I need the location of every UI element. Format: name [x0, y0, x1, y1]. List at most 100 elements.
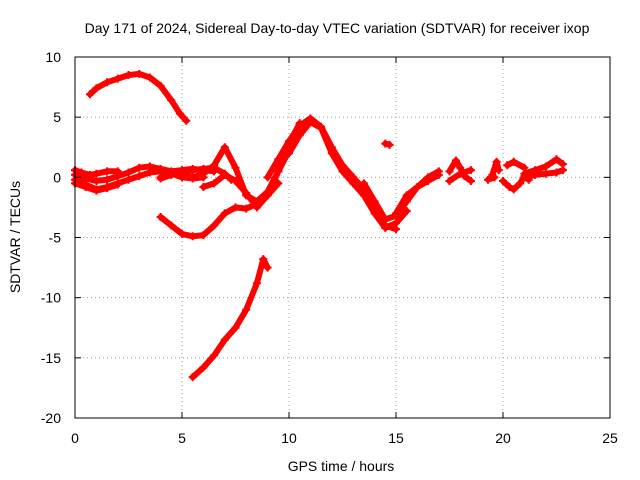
data-point-marker: [242, 204, 251, 213]
chart-title: Day 171 of 2024, Sidereal Day-to-day VTE…: [85, 20, 590, 36]
data-point-marker: [92, 186, 101, 195]
data-point-marker: [552, 155, 561, 164]
data-point-marker: [220, 335, 229, 344]
data-point-marker: [263, 173, 272, 182]
data-point-marker: [103, 78, 112, 87]
data-point-marker: [359, 179, 368, 188]
data-point-marker: [381, 139, 390, 148]
data-point-marker: [505, 182, 514, 191]
data-point-marker: [503, 161, 512, 170]
y-tick-label: -20: [41, 410, 61, 426]
data-point-marker: [167, 221, 176, 230]
data-point-marker: [220, 143, 229, 152]
data-point-marker: [178, 229, 186, 238]
data-point-marker: [516, 179, 525, 188]
y-tick-label: -5: [49, 230, 62, 246]
data-trace-arc-10: [189, 256, 271, 381]
data-point-marker: [424, 176, 433, 185]
data-point-marker: [392, 209, 400, 218]
data-point-marker: [182, 116, 191, 125]
data-point-marker: [494, 166, 503, 175]
data-point-marker: [188, 232, 197, 241]
data-point-marker: [199, 231, 208, 240]
data-point-marker: [466, 176, 475, 185]
data-point-marker: [135, 172, 144, 181]
x-tick-label: 15: [388, 430, 404, 446]
data-point-marker: [113, 180, 122, 189]
data-point-marker: [145, 73, 154, 82]
data-point-marker: [434, 170, 443, 179]
data-point-marker: [175, 109, 184, 118]
data-point-marker: [156, 81, 165, 90]
data-point-marker: [145, 162, 154, 171]
data-point-marker: [445, 176, 454, 185]
data-point-marker: [173, 168, 182, 177]
data-point-marker: [263, 191, 272, 200]
data-point-marker: [103, 184, 112, 193]
y-tick-label: -15: [41, 350, 61, 366]
data-point-marker: [402, 191, 411, 200]
data-point-marker: [92, 84, 101, 93]
x-tick-label: 10: [281, 430, 297, 446]
data-point-marker: [81, 182, 90, 191]
data-point-marker: [520, 173, 529, 182]
data-point-marker: [242, 305, 251, 314]
data-point-marker: [199, 169, 208, 178]
data-point-marker: [92, 176, 101, 185]
data-point-marker: [231, 163, 240, 172]
data-point-marker: [327, 149, 336, 158]
data-point-marker: [124, 168, 133, 177]
data-point-marker: [466, 166, 475, 175]
data-point-marker: [385, 140, 394, 149]
x-tick-label: 0: [71, 430, 79, 446]
x-axis-label: GPS time / hours: [288, 458, 395, 474]
axis-ticks: [74, 56, 611, 419]
data-point-marker: [295, 121, 304, 130]
data-point-marker: [231, 203, 240, 212]
data-point-marker: [220, 170, 229, 179]
grid-lines: [75, 57, 610, 418]
y-axis-label: SDTVAR / TECUs: [7, 181, 23, 293]
data-point-marker: [370, 197, 379, 206]
data-point-marker: [167, 96, 176, 105]
data-trace-arc-8: [157, 180, 282, 240]
data-point-marker: [210, 161, 219, 170]
data-point-marker: [220, 209, 229, 218]
data-point-marker: [156, 213, 165, 222]
data-point-marker: [359, 191, 368, 200]
data-point-marker: [113, 172, 122, 181]
data-point-marker: [445, 167, 454, 176]
data-point-marker: [370, 209, 379, 218]
data-point-marker: [295, 131, 304, 140]
data-point-marker: [124, 175, 133, 184]
data-point-marker: [499, 176, 507, 185]
data-point-marker: [541, 169, 550, 178]
data-trace-arc-15: [393, 171, 442, 217]
data-point-marker: [156, 164, 165, 173]
data-point-marker: [199, 363, 208, 372]
data-point-marker: [263, 263, 272, 272]
data-trace-arc-12: [286, 119, 410, 231]
data-point-marker: [85, 90, 94, 99]
data-point-marker: [413, 182, 422, 191]
y-tick-label: 5: [53, 109, 61, 125]
data-point-marker: [199, 182, 208, 191]
data-point-marker: [188, 166, 197, 175]
data-point-marker: [381, 215, 390, 224]
y-tick-label: -10: [41, 290, 61, 306]
data-point-marker: [509, 157, 518, 166]
data-point-marker: [252, 279, 261, 288]
y-tick-label: 10: [45, 49, 61, 65]
data-point-marker: [490, 173, 499, 182]
data-point-marker: [509, 185, 518, 194]
data-point-marker: [188, 373, 197, 382]
data-point-marker: [381, 223, 390, 232]
data-point-marker: [317, 123, 326, 132]
data-point-marker: [103, 175, 112, 184]
x-tick-label: 20: [495, 430, 511, 446]
data-point-marker: [124, 71, 133, 80]
data-point-marker: [274, 155, 283, 164]
data-point-marker: [392, 219, 400, 228]
data-point-marker: [285, 137, 293, 146]
